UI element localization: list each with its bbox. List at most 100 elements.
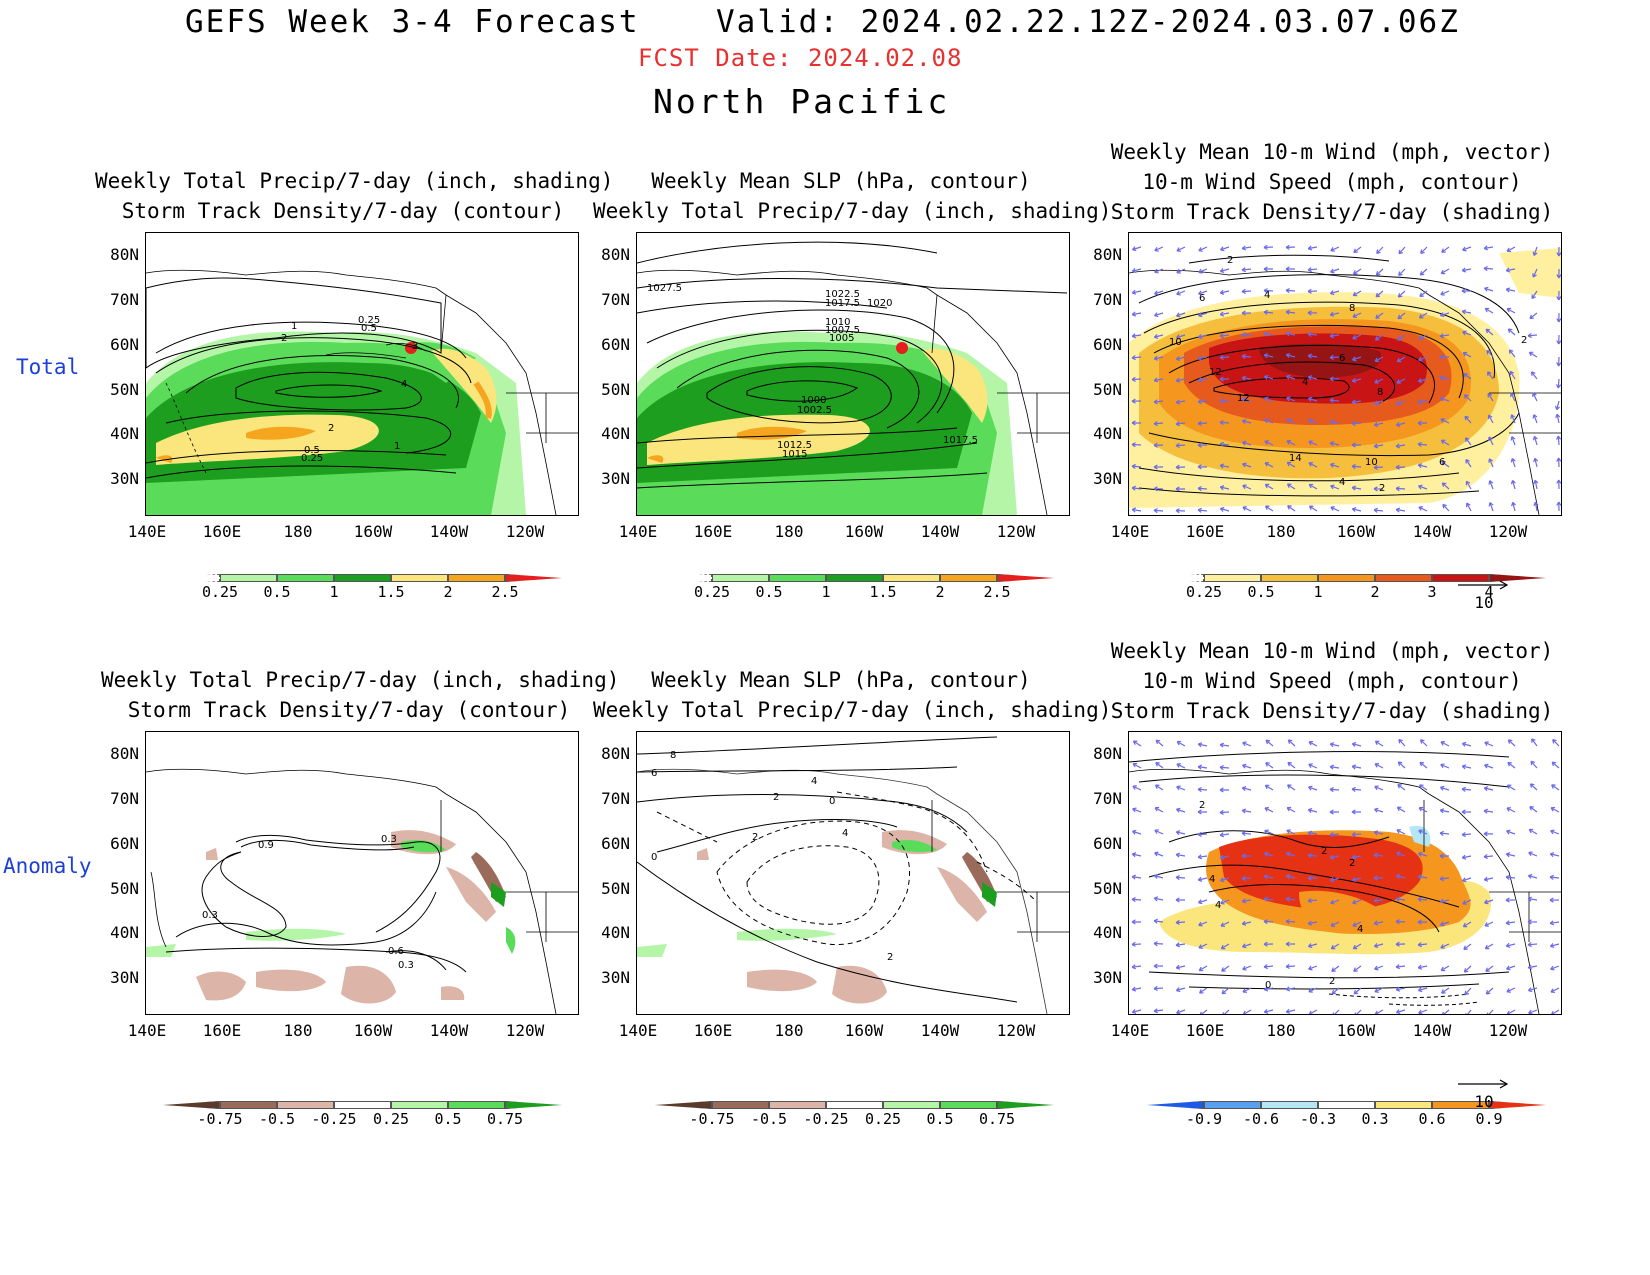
wind-vector-arrow [1352,334,1362,340]
colorbar-tick-label: 0.5 [926,1110,954,1128]
wind-vector-arrow [1329,832,1340,838]
colorbar-tick-label: 1 [1313,583,1323,601]
wind-vector-arrow [1286,418,1296,424]
contour-label: 2 [1199,800,1205,811]
wind-vector-arrow [1396,829,1406,835]
latitude-tick-label: 70N [1093,290,1122,309]
colorbar-tick-label: 0.25 [693,583,731,601]
contour-label: 1017.5 [825,298,860,309]
latitude-tick-label: 50N [110,879,139,898]
colorbar-segment [712,574,769,582]
wind-vector-arrow [1396,806,1406,813]
wind-vector-arrow [1219,419,1230,426]
wind-vector-arrow [1351,507,1362,513]
wind-vector-arrow [1153,486,1164,492]
latitude-tick-label: 60N [110,834,139,853]
wind-vector-arrow [1132,762,1142,769]
wind-vector-arrow [1154,829,1164,835]
longitude-tick-label: 120W [1488,522,1528,541]
longitude-tick-label: 160W [353,522,393,541]
wind-vector-arrow [1484,741,1494,747]
wind-vector-arrow [1153,399,1164,405]
map-total-slp-precip: 1027.5 1022.5 1017.5 1020 1010 1007.5 10… [636,232,1070,516]
contour-label: 0 [1265,980,1271,991]
wind-vector-arrow [1549,920,1560,926]
wind-vector-arrow [1329,764,1340,770]
contour-label: 0.3 [398,960,414,971]
wind-vector-arrow [1461,288,1472,294]
contour-label: 4 [1215,900,1221,911]
latitude-tick-label: 60N [601,834,630,853]
panel-title-anom-slp: Weekly Mean SLP (hPa, contour) Weekly Tot… [593,668,1112,722]
wind-vector-arrow [1507,328,1516,336]
wind-vector-arrow [1461,832,1472,838]
wind-vector-arrow [1505,267,1516,273]
wind-vector-arrow [1263,244,1274,250]
contour-label: 4 [811,776,817,787]
wind-vector-arrow [1131,941,1142,947]
wind-vector-arrow [1131,289,1142,295]
wind-vector-arrow [1486,349,1494,358]
wind-vector-arrow [1440,418,1450,424]
wind-vector-arrow [1441,482,1450,490]
wind-vector-arrow [1176,763,1186,769]
wind-vector-arrow [1417,851,1428,857]
wind-vector-arrow [1397,312,1406,320]
wind-vector-arrow [1287,739,1296,747]
wind-vector-arrow [1197,485,1208,492]
wind-vector-arrow [1175,442,1186,449]
colorbar-segment [277,574,334,582]
contour-label: 1 [291,321,297,332]
wind-vector-arrow [1308,440,1318,446]
wind-vector-arrow [1263,941,1274,947]
wind-vector-arrow [1221,965,1230,972]
map-anom-wind-graphic: 2 4 2 2 4 4 0 2 [1129,738,1561,1014]
wind-vector-arrow [1506,784,1516,791]
colorbar-tick-label: -0.5 [750,1110,788,1128]
wind-vector-arrow [1263,874,1274,880]
wind-vector-arrow [1241,898,1252,904]
colorbar-segment [1261,574,1318,582]
wind-vector-arrow [1131,485,1142,491]
wind-vector-arrow [1551,1009,1560,1014]
wind-vector-arrow [1486,1009,1494,1014]
wind-vector-arrow [1440,943,1450,949]
wind-vector-arrow [1487,392,1494,402]
wind-vector-arrow [1556,479,1561,490]
wind-vector-arrow [1264,807,1274,813]
wind-vector-arrow [1439,808,1450,814]
wind-vector-arrow [1484,943,1494,950]
wind-vector-arrow [1241,943,1252,949]
wind-vector-arrow [1153,896,1164,902]
wind-vector-arrow [1440,268,1450,275]
map-total-precip-storm-track: 0.25 0.5 1 2 3 4 2 1 0.5 0.25 [145,232,579,516]
contour-label: 0.5 [304,445,320,456]
contour-label: 0.25 [301,453,323,464]
wind-vector-arrow [1263,288,1274,294]
wind-vector-arrow [1197,420,1208,426]
wind-vector-arrow [1528,828,1538,835]
wind-vector-arrow [1441,246,1450,253]
wind-vector-arrow [1465,480,1472,490]
contour-label: 2 [887,952,893,963]
wind-vector-arrow [1197,399,1208,405]
wind-vector-arrow [1439,876,1450,882]
longitude-tick-label: 160W [844,522,884,541]
wind-vector-arrow [1264,396,1274,402]
contour-label: 1012.5 [777,440,812,451]
wind-vector-arrow [1264,505,1274,512]
longitude-tick-label: 160E [693,522,733,541]
colorbar-segment [220,574,277,582]
wind-vector-arrow [1176,785,1186,791]
wind-vector-arrow [1198,921,1208,927]
map-anom-slp-precip: 8 6 4 2 0 2 4 0 2 [636,731,1070,1015]
latitude-tick-label: 60N [1093,834,1122,853]
wind-vector-arrow [1197,312,1208,318]
wind-vector-arrow [1197,355,1208,361]
wind-vector-arrow [1420,246,1428,255]
wind-vector-arrow [1197,377,1208,383]
wind-vector-arrow [1131,964,1142,970]
wind-vector-arrow [1351,377,1362,383]
wind-vector-arrow [1264,461,1274,468]
contour-label: 4 [1357,924,1363,935]
